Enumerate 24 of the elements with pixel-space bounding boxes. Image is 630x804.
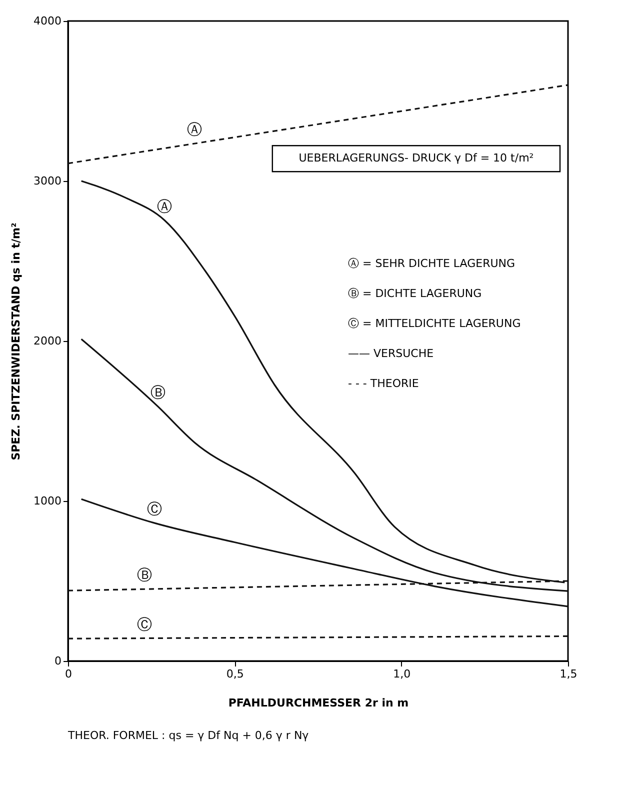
- annotation: Ⓒ: [147, 500, 162, 518]
- annotation: Ⓒ = MITTELDICHTE LAGERUNG: [348, 317, 521, 330]
- annotation: Ⓑ: [150, 384, 166, 402]
- annotation: UEBERLAGERUNGS- DRUCK γ Df = 10 t/m²: [298, 152, 534, 165]
- annotation: Ⓐ: [157, 197, 172, 216]
- y-tick-label: 1000: [34, 494, 62, 508]
- annotation: - - - THEORIE: [348, 377, 419, 390]
- x-tick-label: 1,0: [393, 668, 411, 680]
- text: THEOR. FORMEL : qs = γ Df Nq + 0,6 γ r Nγ: [67, 729, 310, 742]
- y-tick-label: 2000: [34, 334, 62, 348]
- annotation: Ⓐ: [187, 120, 202, 139]
- annotation: Ⓑ: [137, 566, 152, 584]
- x-tick-label: 0,5: [226, 668, 244, 680]
- y-axis-title: SPEZ. SPITZENWIDERSTAND qs in t/m²: [10, 222, 23, 460]
- annotation: Ⓑ = DICHTE LAGERUNG: [348, 287, 482, 300]
- annotation: Ⓐ = SEHR DICHTE LAGERUNG: [348, 257, 516, 270]
- x-tick-label: 1,5: [560, 668, 578, 680]
- x-tick-label: 0: [65, 668, 72, 680]
- y-tick-label: 4000: [34, 14, 62, 28]
- annotation: Ⓒ: [137, 615, 152, 634]
- y-tick-label: 3000: [34, 174, 62, 188]
- y-tick-label: 0: [54, 654, 62, 668]
- x-axis-title: PFAHLDURCHMESSER 2r in m: [228, 696, 409, 710]
- annotation: —— VERSUCHE: [348, 347, 434, 360]
